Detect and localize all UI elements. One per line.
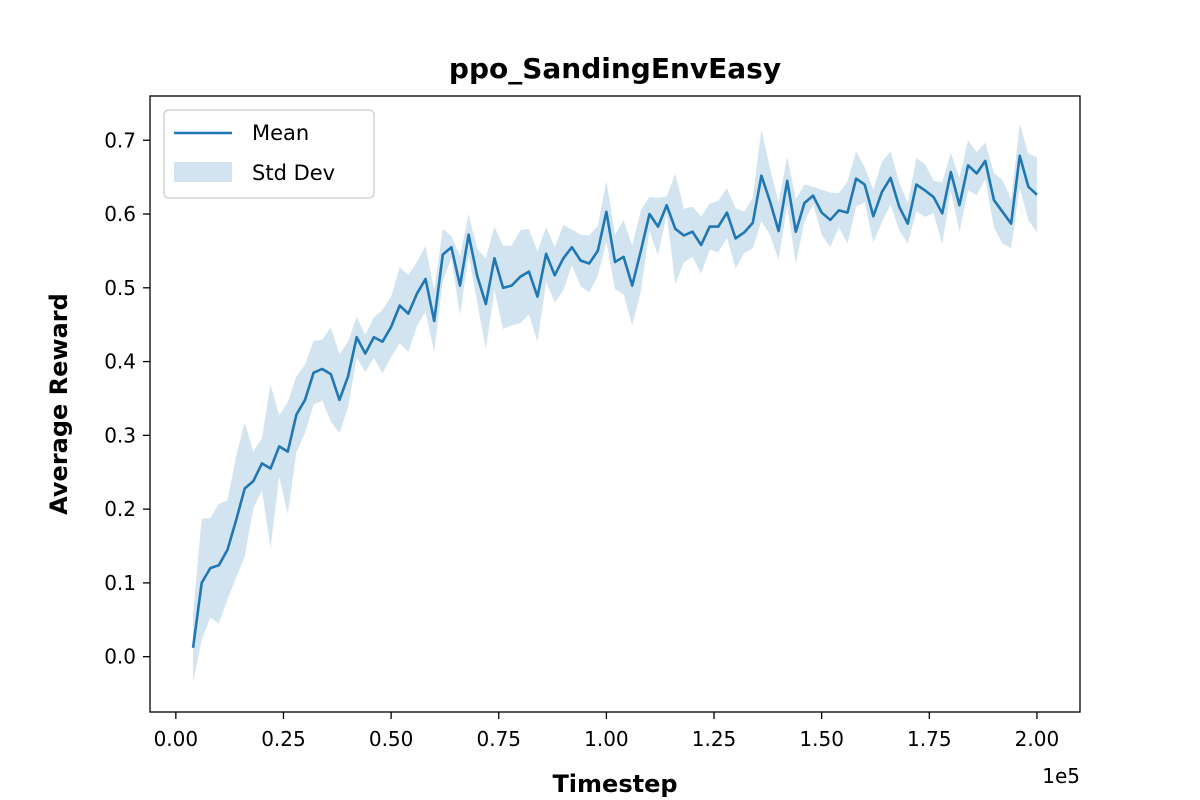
x-tick-label: 1.75 bbox=[907, 727, 952, 751]
x-tick-label: 2.00 bbox=[1015, 727, 1060, 751]
legend-std-dev-label: Std Dev bbox=[252, 161, 335, 185]
legend: Mean Std Dev bbox=[163, 109, 375, 199]
y-tick-label: 0.0 bbox=[104, 645, 136, 669]
mean-line-layer bbox=[191, 154, 1038, 648]
x-axis-ticks: 0.00 0.25 0.50 0.75 1.00 1.25 1.50 1.75 2.00 bbox=[154, 712, 1060, 751]
x-tick-label: 0.25 bbox=[261, 727, 306, 751]
y-tick-label: 0.5 bbox=[104, 276, 136, 300]
y-tick-label: 0.1 bbox=[104, 571, 136, 595]
x-tick-label: 1.50 bbox=[799, 727, 844, 751]
x-tick-label: 0.00 bbox=[154, 727, 199, 751]
y-tick-label: 0.6 bbox=[104, 202, 136, 226]
plot-area-frame bbox=[149, 95, 1081, 713]
x-tick-label: 0.75 bbox=[476, 727, 521, 751]
x-tick-label: 1.00 bbox=[584, 727, 629, 751]
y-axis-ticks: 0.0 0.1 0.2 0.3 0.4 0.5 0.6 0.7 bbox=[104, 128, 150, 669]
legend-mean-label: Mean bbox=[252, 121, 309, 145]
y-tick-label: 0.7 bbox=[104, 128, 136, 152]
y-axis-title: Average Reward bbox=[45, 293, 73, 515]
x-axis-title: Timestep bbox=[552, 770, 677, 798]
y-tick-label: 0.3 bbox=[104, 423, 136, 447]
mean-line bbox=[191, 154, 1038, 648]
x-axis-offset-label: 1e5 bbox=[1042, 764, 1080, 788]
y-tick-label: 0.4 bbox=[104, 350, 136, 374]
y-tick-label: 0.2 bbox=[104, 497, 136, 521]
legend-std-dev-swatch bbox=[174, 162, 232, 182]
chart-title: ppo_SandingEnvEasy bbox=[449, 52, 781, 85]
x-tick-label: 1.25 bbox=[692, 727, 737, 751]
x-tick-label: 0.50 bbox=[369, 727, 414, 751]
